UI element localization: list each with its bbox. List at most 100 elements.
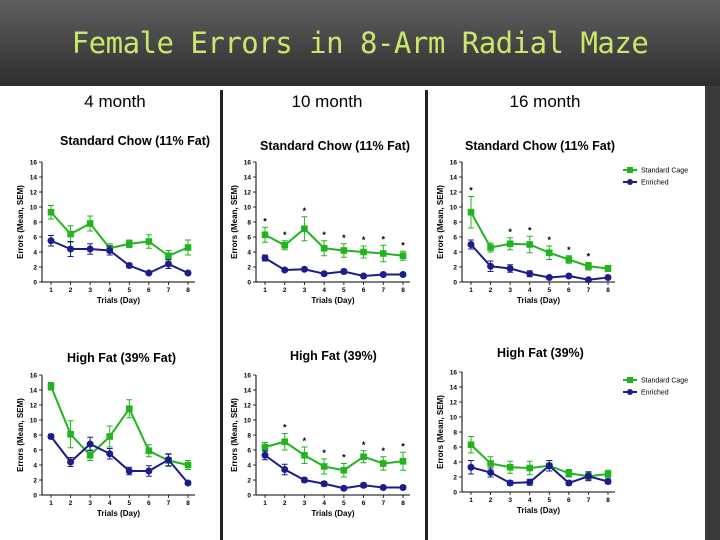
data-point (360, 481, 368, 489)
slide-title: Female Errors in 8-Arm Radial Maze (71, 26, 649, 60)
data-point (487, 244, 494, 251)
y-tick-label: 10 (244, 417, 252, 424)
data-point (261, 443, 269, 451)
x-tick-label: 1 (49, 500, 53, 507)
y-tick-label: 4 (33, 462, 37, 469)
y-tick-label: 6 (33, 447, 37, 454)
series-standard-cage (47, 382, 192, 470)
x-tick-label: 8 (401, 287, 405, 294)
series-standard-cage (47, 205, 192, 262)
x-tick-label: 5 (547, 497, 551, 504)
data-point (47, 382, 55, 390)
y-tick-label: 8 (247, 432, 251, 439)
x-tick-label: 5 (342, 287, 346, 294)
y-axis-label: Errors (Mean, SEM) (436, 395, 445, 469)
y-axis-label: Errors (Mean, SEM) (230, 398, 239, 472)
x-tick-label: 1 (263, 500, 267, 507)
significance-star: * (401, 240, 405, 250)
column-divider (425, 90, 428, 540)
significance-star: * (362, 235, 366, 245)
data-point (467, 463, 475, 471)
data-point (584, 472, 592, 480)
x-tick-label: 4 (108, 287, 112, 294)
x-tick-label: 3 (88, 500, 92, 507)
data-point (145, 269, 153, 277)
title-bar (0, 0, 720, 86)
y-tick-label: 14 (244, 174, 252, 181)
y-tick-label: 0 (33, 492, 37, 499)
y-tick-label: 0 (453, 489, 457, 496)
data-point (399, 457, 407, 465)
significance-star: * (303, 436, 307, 446)
legend: Standard Cage Enriched (623, 377, 688, 397)
series-line (50, 435, 189, 484)
y-tick-label: 16 (30, 159, 38, 166)
x-tick-label: 3 (303, 287, 307, 294)
data-point (565, 479, 573, 487)
x-tick-label: 4 (322, 500, 326, 507)
data-point (281, 241, 289, 249)
y-tick-label: 2 (33, 264, 37, 271)
y-tick-label: 2 (33, 477, 37, 484)
data-point (67, 430, 74, 438)
significance-star: * (362, 440, 366, 450)
x-tick-label: 8 (186, 500, 190, 507)
x-tick-label: 4 (108, 500, 112, 507)
data-point (320, 463, 328, 470)
column-label-16-month: 16 month (509, 92, 581, 111)
data-point (565, 469, 573, 477)
legend-marker-square (627, 377, 633, 383)
data-point (565, 272, 573, 280)
data-point (300, 265, 308, 273)
data-point (67, 245, 75, 253)
y-tick-label: 10 (30, 417, 38, 424)
y-tick-label: 12 (30, 402, 38, 409)
data-point (526, 270, 534, 278)
x-tick-label: 4 (528, 497, 532, 504)
data-point (86, 440, 94, 448)
series-enriched (47, 235, 192, 277)
x-tick-label: 5 (342, 500, 346, 507)
data-point (565, 256, 573, 263)
x-tick-label: 3 (88, 287, 92, 294)
significance-star: * (322, 230, 326, 240)
y-axis-label: Errors (Mean, SEM) (436, 185, 445, 259)
y-axis-label: Errors (Mean, SEM) (16, 398, 25, 472)
y-tick-label: 16 (450, 159, 458, 166)
significance-star: * (548, 235, 552, 245)
data-point (340, 484, 348, 492)
data-point (487, 460, 494, 467)
significance-star: * (401, 441, 405, 451)
right-edge-strip (705, 86, 720, 540)
y-tick-label: 6 (453, 444, 457, 451)
x-tick-label: 7 (167, 500, 171, 507)
data-point (487, 262, 495, 270)
y-tick-label: 4 (33, 249, 37, 256)
significance-star: * (469, 186, 473, 196)
y-tick-label: 2 (453, 264, 457, 271)
data-point (125, 240, 133, 248)
x-tick-label: 1 (49, 287, 53, 294)
data-point (585, 262, 592, 270)
data-point (360, 453, 367, 461)
data-point (506, 240, 514, 248)
x-tick-label: 3 (508, 497, 512, 504)
y-tick-label: 2 (247, 264, 251, 271)
y-tick-label: 0 (453, 279, 457, 286)
x-tick-label: 8 (186, 287, 190, 294)
chart-title: High Fat (39%) (290, 349, 377, 363)
x-axis-label: Trials (Day) (517, 296, 560, 305)
data-point (184, 269, 192, 277)
y-tick-label: 16 (244, 159, 252, 166)
legend-entry: Enriched (641, 390, 669, 397)
significance-star: * (342, 233, 346, 243)
y-tick-label: 0 (247, 492, 251, 499)
series-line (50, 385, 189, 466)
x-axis-label: Trials (Day) (97, 509, 140, 518)
data-point (604, 274, 612, 281)
y-tick-label: 6 (453, 234, 457, 241)
column-divider (220, 90, 223, 540)
y-tick-label: 12 (244, 189, 252, 196)
